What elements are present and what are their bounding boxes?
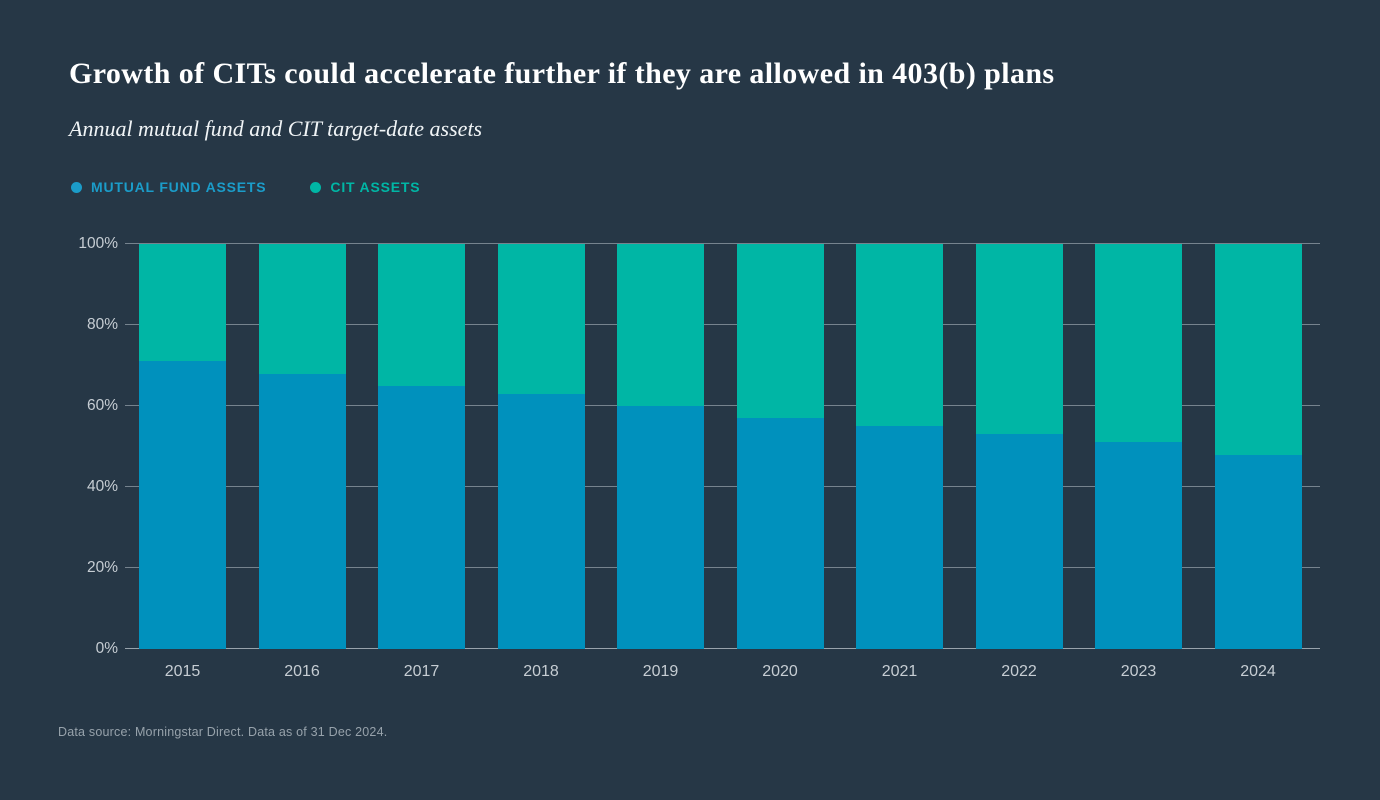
bar-2020-mutual-fund-segment[interactable] — [736, 418, 824, 649]
bar-2019-mutual-fund-segment[interactable] — [617, 406, 704, 649]
x-axis-label-2022: 2022 — [1001, 663, 1037, 680]
bar-2016-mutual-fund-segment[interactable] — [258, 373, 346, 649]
grid-line-40 — [125, 486, 1320, 487]
grid-line-20 — [125, 567, 1320, 568]
y-axis-label-100: 100% — [78, 234, 118, 252]
y-axis-label-80: 80% — [86, 315, 118, 333]
legend-item-cit-assets[interactable]: CIT ASSETS — [310, 179, 420, 195]
grid-line-60 — [125, 405, 1320, 406]
x-axis-label-2019: 2019 — [642, 663, 679, 680]
x-axis-label-2024: 2024 — [1240, 663, 1276, 680]
bar-2023-cit-segment[interactable] — [1095, 244, 1182, 443]
bar-2024-cit-segment[interactable] — [1214, 244, 1302, 455]
x-axis-label-2016: 2016 — [284, 663, 320, 680]
bar-2018-mutual-fund-segment[interactable] — [497, 393, 585, 649]
legend-label-mutual-fund-assets: MUTUAL FUND ASSETS — [91, 179, 267, 195]
legend-dot-cit-icon — [310, 181, 322, 193]
x-axis-label-2023: 2023 — [1120, 663, 1157, 680]
plot-area: 0% 20% 40% 60% 80% 100% 2015 2016 2017 2018 2019 20… — [78, 235, 1320, 680]
bar-2024-mutual-fund-segment[interactable] — [1214, 454, 1302, 649]
grid-line-100 — [125, 243, 1320, 244]
bar-2015-mutual-fund-segment[interactable] — [139, 361, 226, 649]
chart-subtitle: Annual mutual fund and CIT target-date a… — [69, 116, 483, 141]
y-axis-label-20: 20% — [86, 558, 118, 576]
x-axis-label-2021: 2021 — [881, 663, 918, 680]
x-axis-label-2018: 2018 — [523, 663, 559, 680]
legend-label-cit-assets: CIT ASSETS — [330, 179, 421, 195]
bar-2021-mutual-fund-segment[interactable] — [856, 426, 943, 649]
bar-2017-mutual-fund-segment[interactable] — [378, 385, 465, 649]
bar-2015-cit-segment[interactable] — [139, 244, 226, 362]
y-axis-label-60: 60% — [86, 396, 118, 414]
y-axis-label-40: 40% — [86, 477, 118, 495]
bar-2016-cit-segment[interactable] — [258, 244, 346, 374]
chart-title: Growth of CITs could accelerate further … — [69, 57, 1055, 90]
grid-line-0 — [125, 648, 1320, 649]
bar-2022-cit-segment[interactable] — [975, 244, 1063, 435]
bar-2021-cit-segment[interactable] — [856, 244, 943, 427]
bar-2023-mutual-fund-segment[interactable] — [1095, 442, 1182, 649]
legend-item-mutual-fund-assets[interactable]: MUTUAL FUND ASSETS — [71, 179, 266, 195]
legend: MUTUAL FUND ASSETS CIT ASSETS — [71, 179, 420, 195]
footer-data-source: Data source: Morningstar Direct. Data as… — [58, 725, 388, 739]
x-axis-label-2015: 2015 — [164, 663, 201, 680]
legend-dot-mutual-fund-icon — [71, 181, 82, 193]
bar-2022-mutual-fund-segment[interactable] — [975, 434, 1063, 649]
bar-2020-cit-segment[interactable] — [736, 244, 824, 419]
x-axis-label-2017: 2017 — [403, 663, 440, 680]
bar-2018-cit-segment[interactable] — [497, 244, 585, 394]
y-axis-label-0: 0% — [95, 639, 118, 657]
bar-2017-cit-segment[interactable] — [378, 244, 465, 386]
grid-line-80 — [125, 324, 1320, 325]
bar-2019-cit-segment[interactable] — [617, 244, 704, 406]
x-axis-label-2020: 2020 — [762, 663, 798, 680]
